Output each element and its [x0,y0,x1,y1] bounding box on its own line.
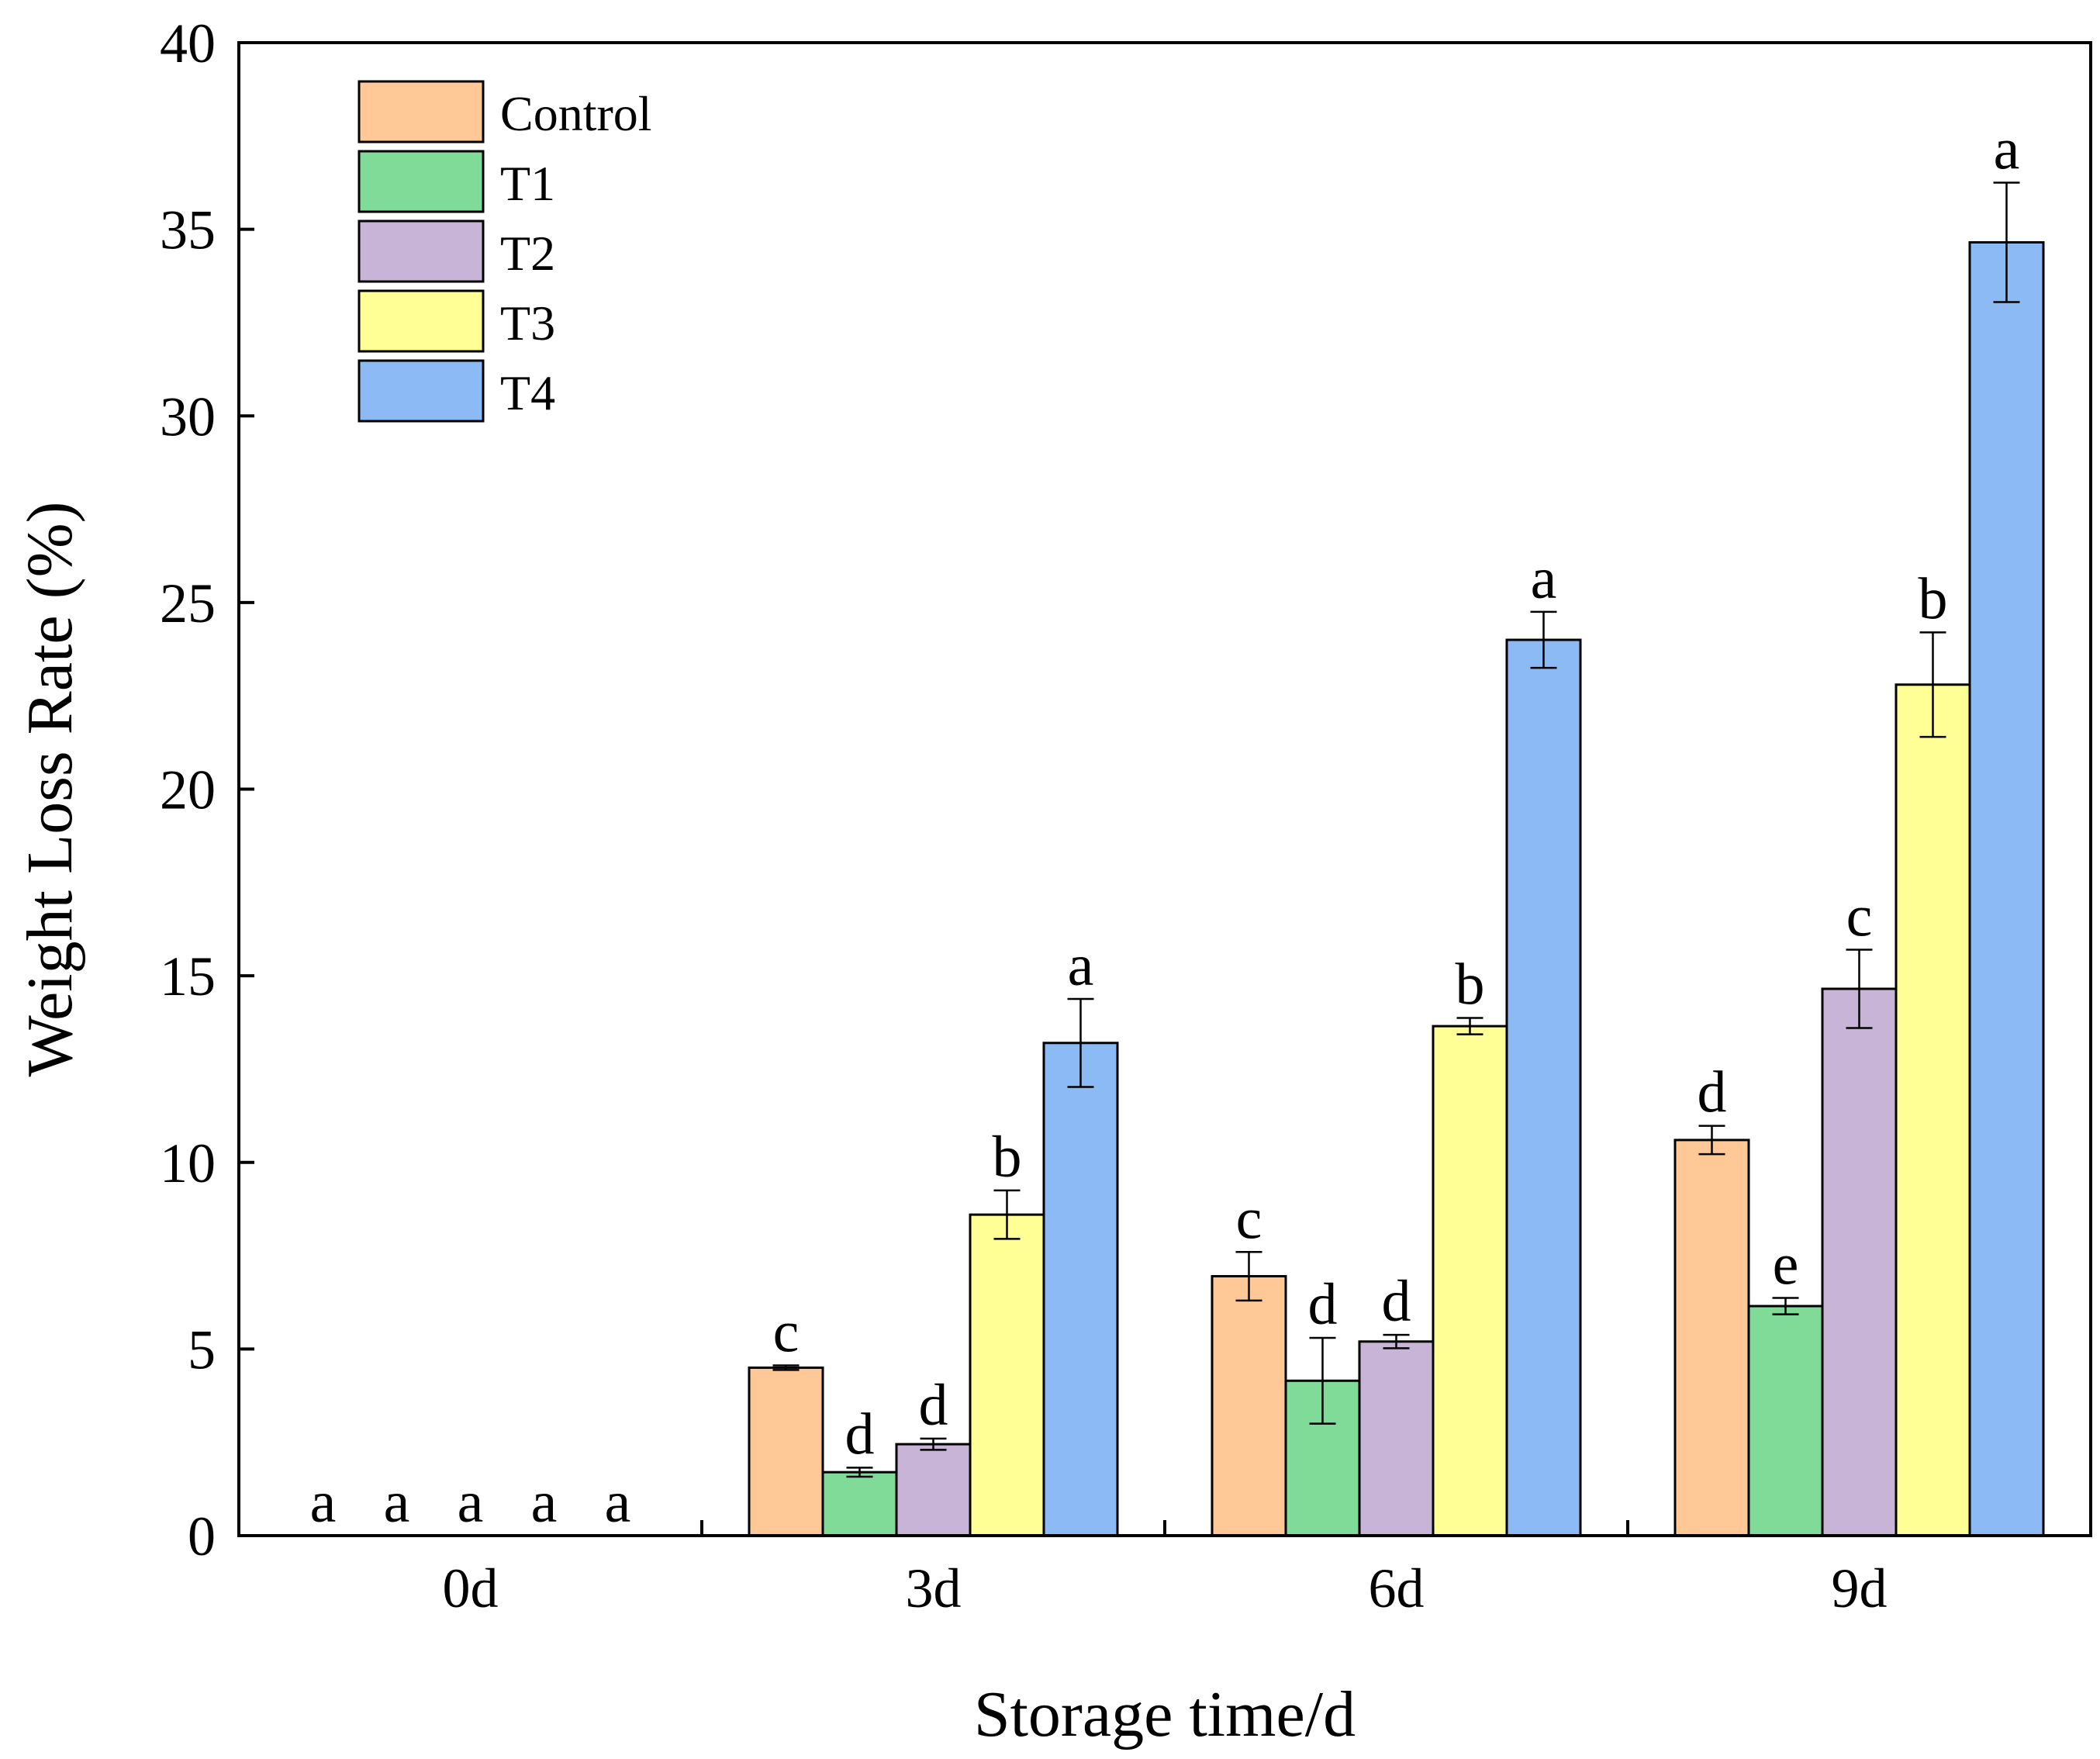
legend-swatch-t2 [357,219,485,283]
y-tick-label-10: 10 [160,1132,216,1194]
legend-label-t2: T2 [500,226,555,281]
legend-item-t3: T3 [357,289,555,353]
y-tick-label-25: 25 [160,572,216,634]
significance-letter-t2-3d: d [919,1373,948,1438]
legend-item-t4: T4 [357,359,555,423]
bar-t4-9d [1968,240,2045,1537]
bar-t2-6d [1358,1340,1435,1537]
significance-letter-control-9d: d [1698,1060,1727,1125]
significance-letter-t2-6d: d [1382,1269,1411,1334]
legend-item-control: Control [357,80,652,143]
x-tick-label-9d: 9d [1832,1557,1888,1619]
y-tick-label-0: 0 [188,1505,216,1567]
significance-letter-t1-9d: e [1773,1232,1799,1297]
significance-letter-t4-3d: a [1068,933,1094,998]
error-bar-control-3d [772,1364,800,1371]
y-tick-label-40: 40 [160,12,216,74]
significance-letter-t3-6d: b [1456,952,1485,1018]
x-tick-label-3d: 3d [906,1557,962,1619]
bar-t1-3d [821,1470,898,1537]
legend-label-control: Control [500,86,652,141]
error-bar-t3-9d [1919,631,1946,738]
bar-control-6d [1211,1275,1287,1537]
error-bar-t1-6d [1309,1336,1336,1425]
error-bar-t2-9d [1846,949,1873,1029]
y-axis-title: Weight Loss Rate (%) [14,501,86,1076]
significance-letter-control-3d: c [773,1300,800,1365]
error-bar-t2-3d [920,1437,947,1451]
error-bar-t1-3d [846,1467,873,1478]
bar-t3-9d [1894,683,1971,1537]
bar-t4-6d [1505,638,1582,1537]
legend-swatch-t3 [357,289,485,353]
significance-letter-t1-6d: d [1308,1272,1338,1337]
x-tick-label-0d: 0d [443,1557,499,1619]
y-tick-label-20: 20 [160,759,216,821]
error-bars-layer [772,181,2020,1478]
bar-t2-3d [895,1443,972,1537]
x-tick-label-6d: 6d [1369,1557,1425,1619]
error-bar-t4-9d [1993,181,2020,303]
significance-letter-t3-9d: b [1919,566,1948,631]
bar-t1-9d [1747,1305,1824,1537]
significance-letter-t3-0d: a [531,1470,558,1535]
bar-control-9d [1673,1139,1750,1537]
significance-letter-t1-0d: a [384,1470,410,1535]
legend-swatch-control [357,80,485,143]
significance-letter-t4-9d: a [1994,116,2020,181]
error-bar-t4-6d [1530,610,1557,669]
y-tick-label-5: 5 [188,1318,216,1381]
bar-t3-6d [1432,1025,1508,1537]
error-bar-t2-6d [1383,1333,1410,1349]
y-tick-label-35: 35 [160,199,216,261]
legend-label-t4: T4 [500,365,555,420]
legend-swatch-t1 [357,150,485,213]
legend-item-t2: T2 [357,219,555,283]
significance-letter-t4-6d: a [1531,546,1557,611]
legend-label-t1: T1 [500,156,555,211]
axes-layer: 0 5 10 15 20 25 30 35 40 0d 3d 6d 9d [160,12,2092,1619]
significance-letter-t3-3d: b [993,1125,1022,1190]
bars-layer [748,240,2045,1537]
bar-t2-9d [1821,987,1898,1537]
significance-letter-t2-0d: a [458,1470,484,1535]
bar-control-3d [748,1366,824,1537]
significance-letter-control-6d: c [1236,1186,1262,1251]
error-bar-control-9d [1698,1125,1725,1156]
x-axis-title: Storage time/d [974,1678,1356,1750]
error-bar-t4-3d [1067,997,1094,1088]
y-tick-label-15: 15 [160,945,216,1007]
significance-letter-t1-3d: d [845,1401,875,1467]
y-tick-label-30: 30 [160,385,216,448]
legend-swatch-t4 [357,359,485,423]
legend-item-t1: T1 [357,150,555,213]
bar-t4-3d [1042,1042,1119,1537]
legend-label-t3: T3 [500,295,555,351]
error-bar-control-6d [1235,1251,1262,1302]
bar-t3-3d [969,1213,1045,1537]
error-bar-t3-3d [993,1189,1021,1240]
error-bar-t3-6d [1456,1017,1483,1035]
error-bar-t1-9d [1772,1297,1799,1315]
significance-letter-control-0d: a [310,1470,337,1535]
legend: Control T1 T2 T3 T4 [357,80,652,423]
significance-letter-t4-0d: a [605,1470,631,1535]
significance-letter-t2-9d: c [1846,883,1873,949]
